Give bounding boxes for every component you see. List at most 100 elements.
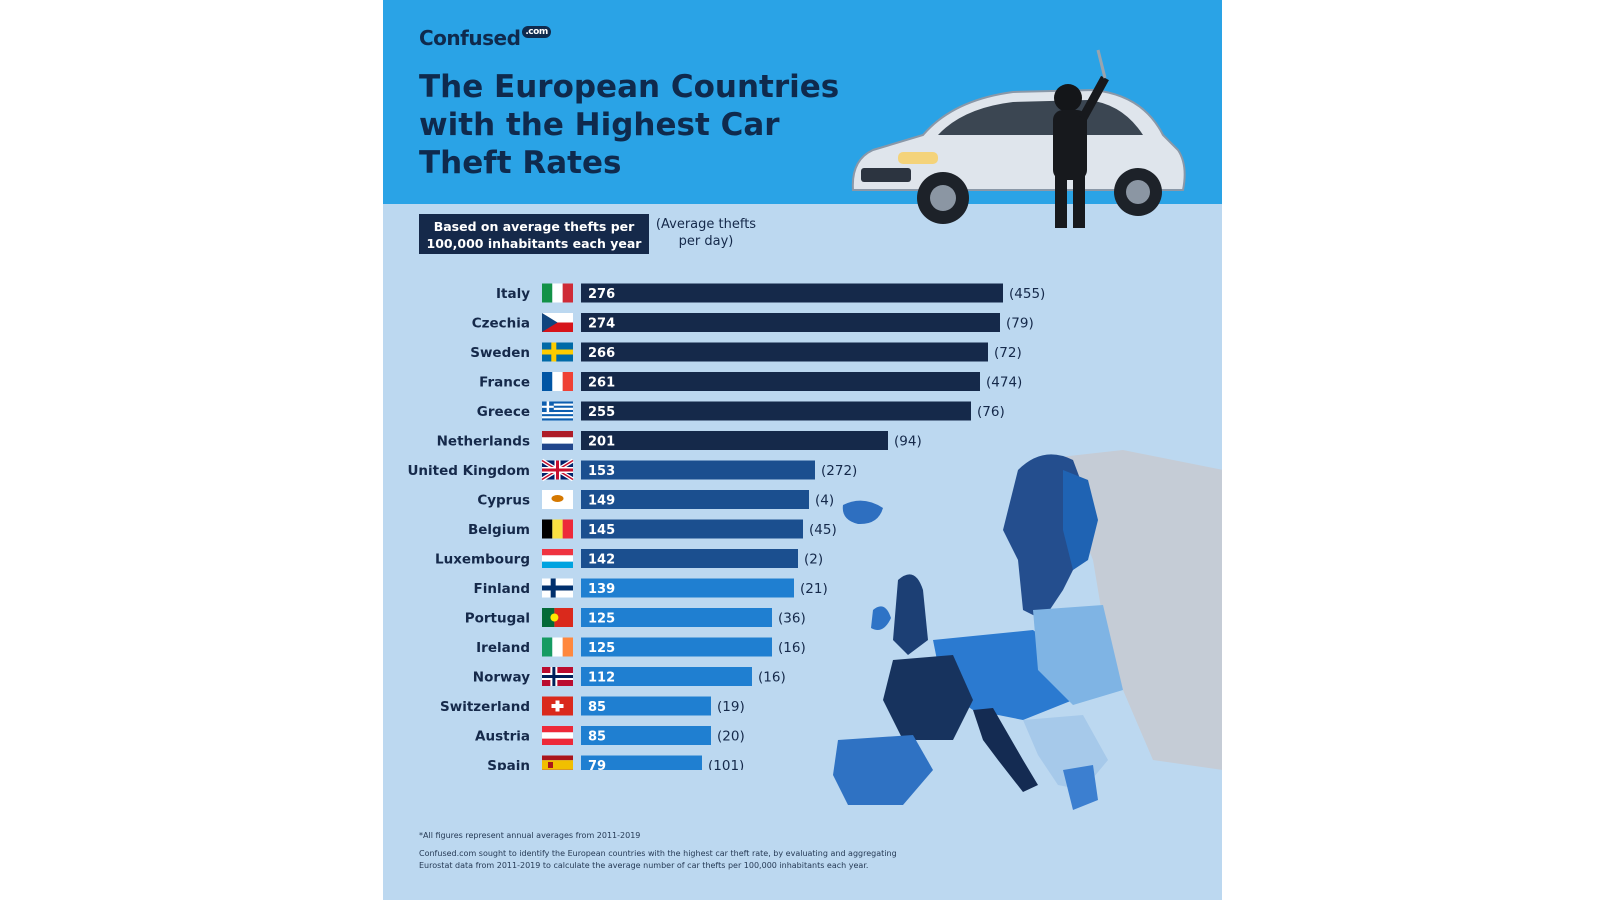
austria-flag-icon: [542, 726, 573, 745]
spain-flag-icon: [542, 755, 573, 770]
bar: [581, 696, 711, 716]
chart-row: Austria 85 (20): [475, 726, 745, 745]
value-label: 201: [588, 435, 615, 450]
bar: [581, 578, 794, 598]
eastern-europe-region: [1033, 605, 1123, 705]
per-day-label: (272): [821, 463, 857, 479]
country-label: Spain: [487, 758, 530, 770]
bar: [581, 313, 1000, 332]
per-day-label: (36): [778, 611, 806, 627]
value-label: 149: [588, 494, 615, 509]
bar: [581, 342, 988, 362]
footnote: *All figures represent annual averages f…: [419, 831, 641, 840]
bar: [581, 431, 888, 450]
finland-flag-icon: [542, 578, 573, 598]
per-day-label: (101): [708, 758, 744, 770]
netherlands-flag-icon: [542, 431, 573, 450]
value-label: 85: [588, 730, 606, 745]
belgium-flag-icon: [542, 519, 573, 539]
france-flag-icon: [542, 372, 573, 391]
value-label: 79: [588, 759, 606, 770]
value-label: 125: [588, 641, 615, 656]
country-label: Greece: [477, 404, 530, 420]
finland-region: [1063, 470, 1098, 570]
chart-row: Sweden 266 (72): [470, 342, 1022, 362]
value-label: 125: [588, 612, 615, 627]
russia-region: [1033, 450, 1222, 770]
bar: [581, 726, 711, 745]
bar: [581, 637, 772, 657]
uk-ireland-region: [893, 574, 928, 655]
chart-row: Greece 255 (76): [477, 401, 1005, 421]
per-day-label: (474): [986, 375, 1022, 391]
switzerland-flag-icon: [542, 696, 573, 716]
value-label: 112: [588, 671, 615, 686]
per-day-label: (21): [800, 581, 828, 597]
value-label: 274: [588, 317, 615, 332]
country-label: Sweden: [470, 345, 530, 361]
chart-row: Switzerland 85 (19): [440, 696, 745, 716]
cyprus-flag-icon: [542, 490, 573, 509]
bar: [581, 490, 809, 509]
luxembourg-flag-icon: [542, 549, 573, 568]
chart-row: Finland 139 (21): [474, 578, 828, 598]
per-day-label: (16): [758, 670, 786, 686]
iberia-region: [833, 735, 933, 805]
bar: [581, 608, 772, 627]
country-label: Italy: [496, 286, 530, 302]
chart-row: Norway 112 (16): [473, 667, 786, 686]
ireland-flag-icon: [542, 637, 573, 657]
chart-row: Italy 276 (455): [496, 283, 1045, 303]
per-day-label: (455): [1009, 286, 1045, 302]
chart-row: Cyprus 149 (4): [477, 490, 834, 509]
united-kingdom-flag-icon: [540, 458, 575, 482]
value-label: 139: [588, 582, 615, 597]
country-label: Belgium: [468, 522, 530, 538]
italy-region: [973, 708, 1038, 792]
methodology-note: Confused.com sought to identify the Euro…: [419, 849, 897, 870]
car-grille: [861, 168, 911, 182]
country-label: Switzerland: [440, 699, 530, 715]
italy-flag-icon: [542, 283, 573, 303]
bar: [581, 549, 798, 568]
page-title: The European Countries with the Highest …: [419, 69, 840, 181]
greece-region: [1063, 765, 1098, 810]
bar: [581, 401, 971, 421]
chart-row: Portugal 125 (36): [465, 608, 806, 627]
car-thief-illustration: [851, 49, 1186, 228]
bar: [581, 519, 803, 539]
sweden-flag-icon: [542, 342, 573, 362]
value-label: 255: [588, 405, 615, 420]
country-label: Portugal: [465, 611, 530, 627]
country-label: Finland: [474, 581, 530, 597]
greece-flag-icon: [542, 401, 573, 421]
chart-row: Spain 79 (101): [487, 755, 744, 770]
chart-row: Belgium 145 (45): [468, 519, 837, 539]
country-label: Czechia: [472, 316, 530, 332]
chart-row: France 261 (474): [479, 372, 1022, 391]
per-day-label: (4): [815, 493, 834, 509]
czechia-flag-icon: [542, 313, 573, 332]
bar: [581, 372, 980, 391]
thief-figure: [1053, 49, 1109, 228]
portugal-flag-icon: [542, 608, 573, 627]
per-day-label: (45): [809, 522, 837, 538]
value-label: 145: [588, 523, 615, 538]
per-day-label: (79): [1006, 316, 1034, 332]
chart-row: Luxembourg 142 (2): [435, 549, 823, 568]
per-day-label: (20): [717, 729, 745, 745]
bar: [581, 283, 1003, 303]
chart-row: Czechia 274 (79): [472, 313, 1034, 332]
country-label: Luxembourg: [435, 552, 530, 568]
per-day-note: (Average thefts per day): [655, 217, 757, 249]
country-label: Austria: [475, 729, 530, 745]
value-label: 276: [588, 287, 615, 302]
chart-row: United Kingdom 153 (272): [407, 458, 857, 482]
brand-logo: Confused .com: [419, 26, 551, 50]
theft-rate-bar-chart: Italy 276 (455) Czechia 274 (79) Sweden 266 (72)…: [407, 283, 1045, 770]
per-day-label: (2): [804, 552, 823, 568]
europe-map: [833, 450, 1222, 810]
value-label: 142: [588, 553, 615, 568]
value-label: 85: [588, 700, 606, 715]
per-day-label: (19): [717, 699, 745, 715]
